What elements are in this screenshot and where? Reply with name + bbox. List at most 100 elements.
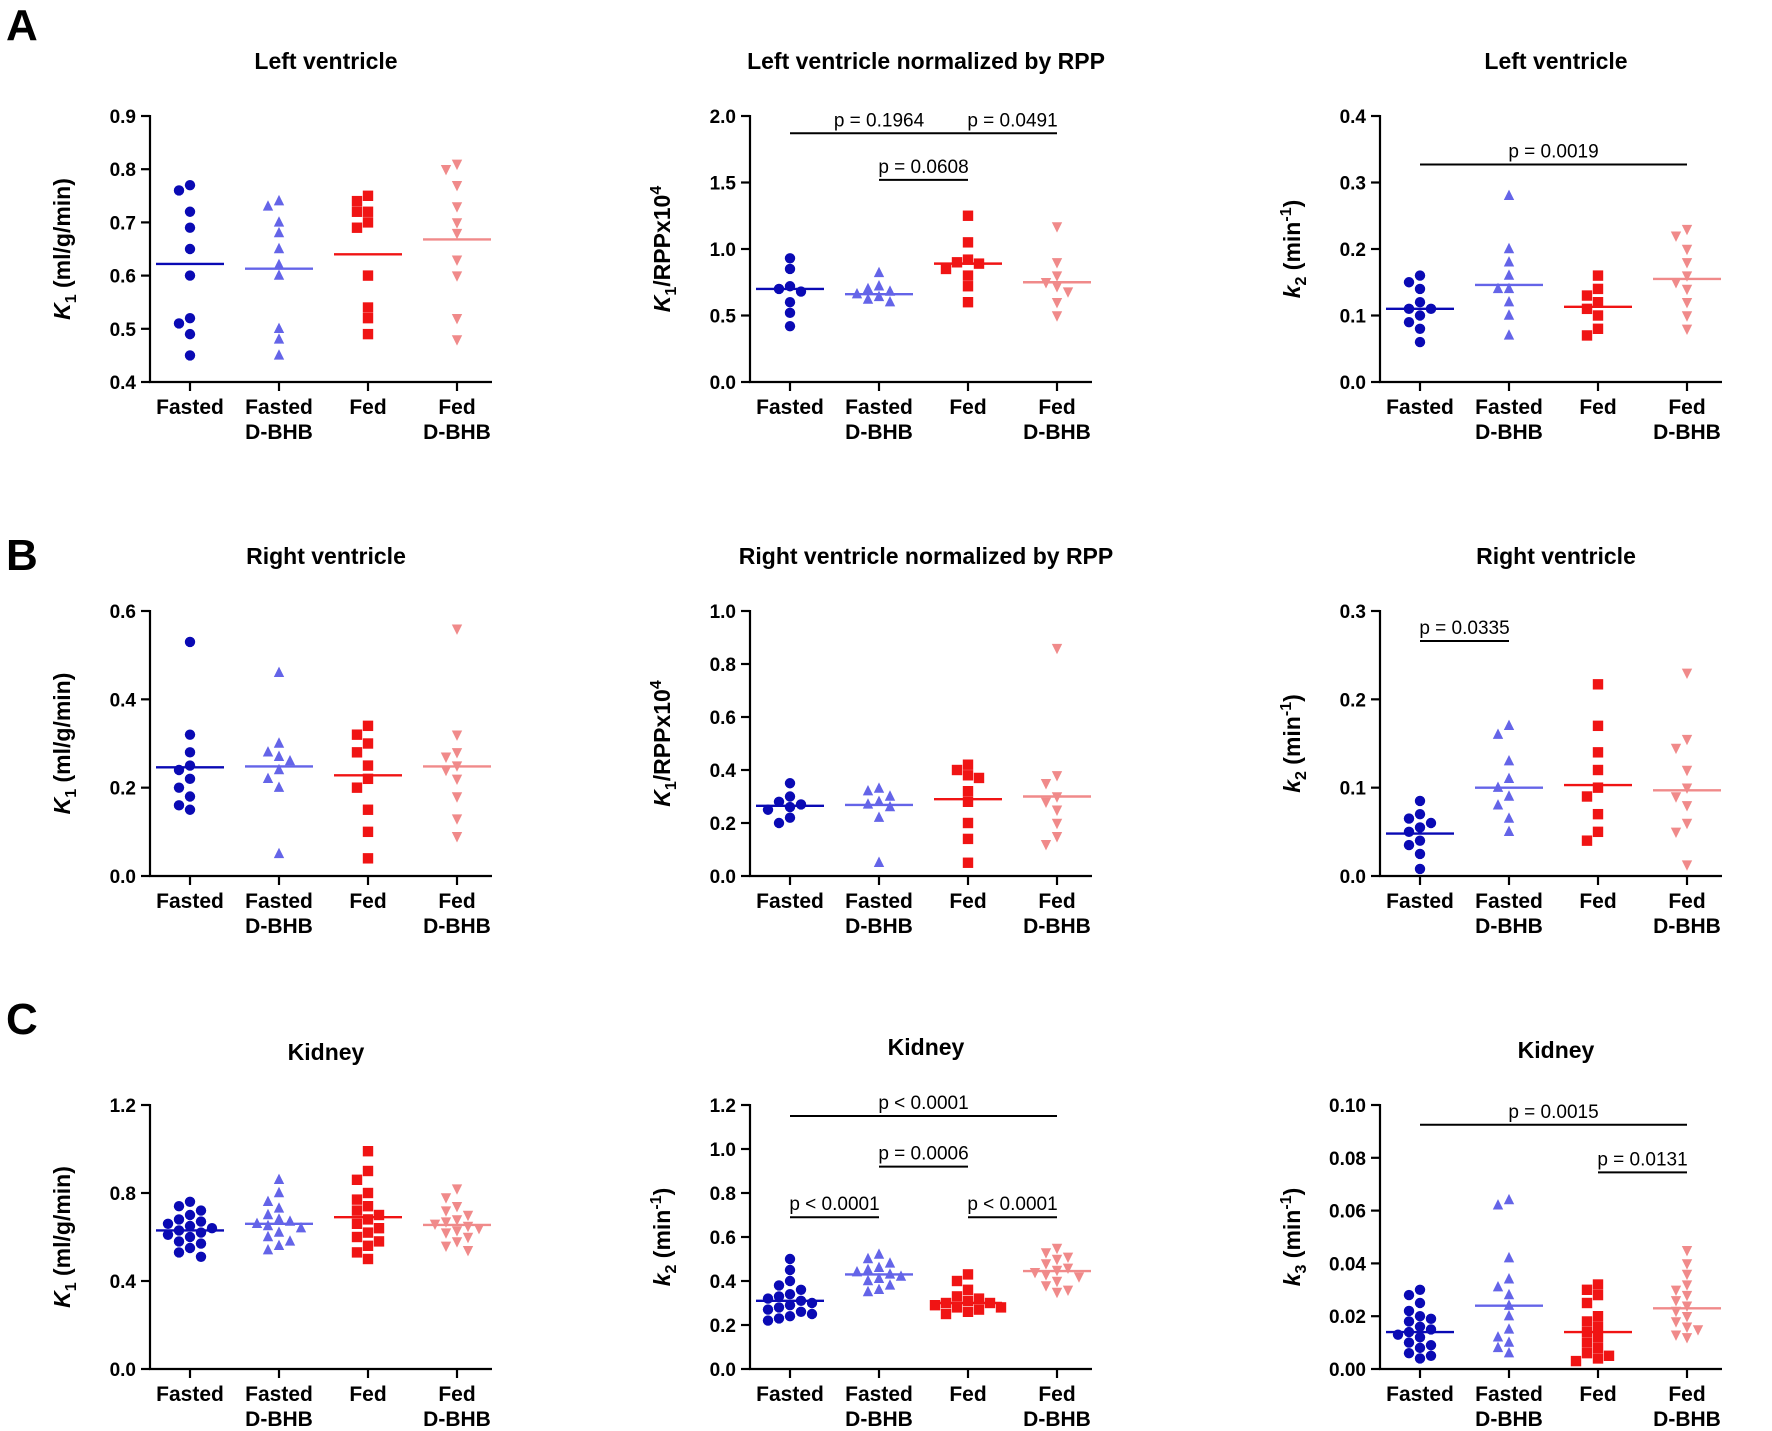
data-point [1503, 825, 1515, 837]
data-point [1681, 1246, 1693, 1257]
data-point [1414, 297, 1426, 308]
data-point [1040, 1248, 1052, 1259]
data-point [1670, 278, 1682, 289]
data-point [195, 1216, 207, 1227]
data-point [362, 312, 374, 324]
data-point [362, 1165, 374, 1177]
data-point [962, 796, 974, 807]
x-tick-label: Fasted D-BHB [245, 890, 313, 938]
y-tick-label: 0.0 [710, 373, 736, 394]
data-point [973, 1293, 985, 1304]
data-point [351, 747, 363, 758]
y-tick-label: 0.4 [110, 373, 137, 394]
data-point [873, 856, 885, 867]
y-tick-label: 0.08 [1329, 1149, 1366, 1170]
significance-label: p < 0.0001 [878, 1093, 968, 1114]
y-axis-label-symbol: K [49, 796, 75, 814]
data-point [795, 1284, 807, 1296]
data-point [173, 800, 185, 811]
data-point [273, 763, 285, 775]
y-tick-label: 0.4 [1340, 107, 1367, 128]
data-point [273, 258, 285, 270]
data-point [262, 746, 274, 757]
data-point [1503, 1288, 1515, 1300]
data-point [1681, 311, 1693, 322]
data-point [784, 307, 796, 319]
y-axis-label-symbol: k [1279, 284, 1305, 298]
data-point [273, 1173, 285, 1184]
data-point [362, 1214, 374, 1225]
data-point [451, 1215, 463, 1226]
data-point [873, 280, 885, 291]
data-point [773, 1313, 785, 1324]
x-tick-label: Fed [1579, 890, 1616, 913]
data-point [1670, 1296, 1682, 1307]
data-point [451, 180, 463, 192]
data-point [1570, 1355, 1582, 1367]
y-tick-label: 1.0 [710, 1140, 736, 1161]
x-tick-label: Fasted D-BHB [845, 890, 913, 938]
data-point [1051, 1243, 1063, 1255]
data-point [795, 1306, 807, 1318]
data-point [440, 165, 452, 176]
data-point [184, 350, 196, 361]
data-point [351, 729, 363, 740]
y-tick-label: 0.8 [110, 1184, 136, 1205]
y-tick-label: 0.8 [710, 655, 736, 676]
data-point [440, 752, 452, 763]
data-point [1051, 258, 1063, 269]
data-point [451, 218, 463, 229]
data-point [1681, 1259, 1693, 1270]
x-tick-label: Fasted [756, 396, 824, 419]
data-point [184, 636, 196, 648]
y-axis-label-rest: /RPPx10 [649, 195, 675, 287]
data-point [1414, 336, 1426, 348]
data-point [1670, 743, 1682, 755]
data-point [1425, 1340, 1437, 1351]
data-point [351, 1247, 363, 1258]
data-point [351, 195, 363, 207]
y-axis-label: K1 (ml/g/min) [49, 1166, 80, 1308]
data-point [773, 817, 785, 829]
x-tick-label-line: D-BHB [1023, 421, 1091, 444]
data-point [940, 1308, 952, 1320]
y-axis-label-tail: ) [1279, 200, 1305, 208]
y-axis-label-subscript: 3 [1293, 1264, 1310, 1273]
significance-label: p = 0.0006 [878, 1144, 968, 1165]
data-point [362, 217, 374, 228]
x-tick-label: Fasted D-BHB [1475, 1383, 1543, 1431]
x-tick-label: Fed [1579, 1383, 1616, 1406]
x-tick-label: Fed D-BHB [1653, 1383, 1721, 1431]
y-tick-label: 0.6 [110, 602, 136, 623]
y-tick-label: 0.00 [1329, 1360, 1366, 1381]
data-point [273, 322, 285, 333]
data-point [351, 222, 363, 233]
data-point [1503, 242, 1515, 254]
data-point [362, 760, 374, 771]
data-point [451, 159, 463, 171]
data-point [184, 1242, 196, 1254]
data-point [940, 263, 952, 275]
significance-label: p = 0.0131 [1597, 1149, 1687, 1170]
x-tick-label-line: D-BHB [1475, 421, 1543, 444]
x-tick-label: Fasted [756, 1383, 824, 1406]
data-point [1503, 282, 1515, 294]
chart-panel: Right ventricle normalized by RPP 0.0 0.2 0… [648, 543, 1113, 938]
data-point [1670, 1285, 1682, 1296]
x-tick-label-line: D-BHB [245, 1408, 313, 1431]
data-point [162, 1229, 174, 1241]
data-point [784, 801, 796, 813]
data-point [1681, 734, 1693, 746]
data-point [1414, 1353, 1426, 1364]
data-point [1592, 720, 1604, 732]
x-tick-label: Fasted D-BHB [1475, 890, 1543, 938]
x-tick-label: Fasted D-BHB [1475, 396, 1543, 444]
data-point [962, 1269, 974, 1280]
x-tick-label-line: Fasted [245, 890, 313, 913]
data-point [1051, 282, 1063, 293]
data-point [784, 812, 796, 823]
x-tick-label-line: Fasted [245, 1383, 313, 1406]
